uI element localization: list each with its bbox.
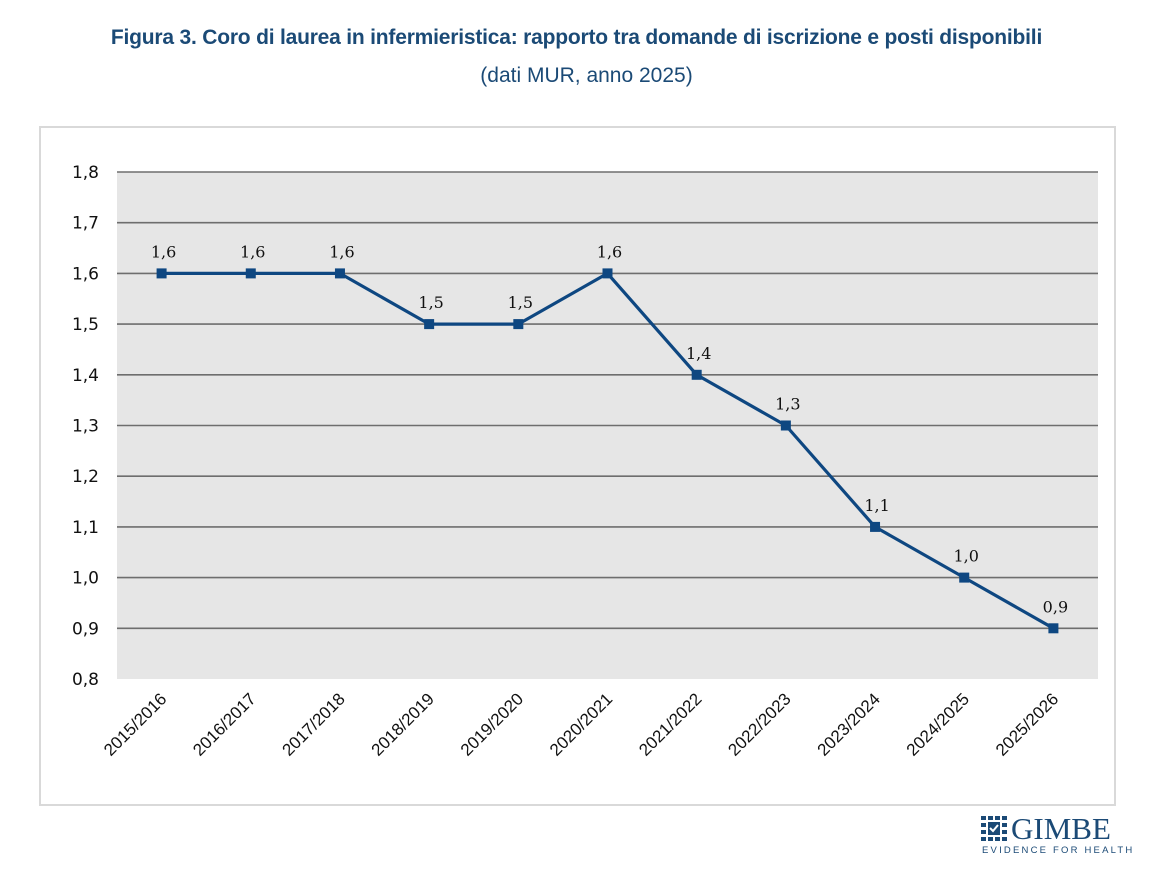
chart-subtitle: (dati MUR, anno 2025)	[480, 64, 693, 87]
x-tick-label: 2024/2025	[903, 689, 973, 759]
data-point-marker	[780, 420, 791, 431]
data-label: 1,5	[418, 293, 443, 312]
series-line	[156, 268, 1059, 634]
y-tick-label: 1,5	[72, 315, 99, 335]
data-point-marker	[959, 572, 970, 583]
data-point-marker	[870, 521, 881, 532]
data-point-marker	[602, 268, 613, 279]
x-tick-label: 2015/2016	[100, 689, 170, 759]
x-tick-label: 2022/2023	[724, 689, 794, 759]
data-label: 1,6	[329, 242, 354, 261]
x-tick-label: 2017/2018	[279, 689, 349, 759]
y-tick-label: 1,7	[72, 214, 99, 234]
data-point-marker	[334, 268, 345, 279]
x-tick-label: 2020/2021	[546, 689, 616, 759]
data-point-marker	[1048, 623, 1059, 634]
x-tick-label: 2016/2017	[189, 689, 259, 759]
x-axis: 2015/2016 2016/2017 2017/2018 2018/2019 2019…	[100, 689, 1062, 759]
y-tick-label: 0,8	[72, 670, 99, 690]
gridlines	[117, 171, 1098, 630]
data-label: 0,9	[1043, 597, 1068, 616]
data-point-marker	[513, 319, 524, 330]
x-tick-label: 2018/2019	[368, 689, 438, 759]
data-label: 1,5	[508, 293, 533, 312]
data-point-marker	[156, 268, 167, 279]
y-axis: 0,8 0,9 1,0 1,1 1,2 1,3 1,4 1,5 1,6 1,7 1,8	[72, 163, 99, 690]
data-label: 1,6	[597, 242, 622, 261]
logo-tagline: EVIDENCE FOR HEALTH	[982, 845, 1135, 856]
y-tick-label: 1,1	[72, 518, 99, 538]
grid-checkmark-icon	[981, 816, 1007, 841]
data-point-marker	[245, 268, 256, 279]
y-tick-label: 1,3	[72, 417, 99, 437]
x-tick-label: 2021/2022	[635, 689, 705, 759]
gimbe-logo: GIMBE EVIDENCE FOR HEALTH	[981, 811, 1132, 859]
y-tick-label: 1,4	[72, 366, 99, 386]
data-label: 1,6	[151, 242, 176, 261]
data-labels: 1,6 1,6 1,6 1,5 1,5 1,6 1,4 1,3 1,1 1,0 0,9	[151, 242, 1068, 616]
data-label: 1,3	[775, 395, 800, 414]
x-tick-label: 2023/2024	[814, 689, 884, 759]
data-label: 1,4	[686, 344, 711, 363]
x-tick-label: 2025/2026	[992, 689, 1062, 759]
y-tick-label: 1,6	[72, 264, 99, 284]
chart-frame	[39, 126, 1116, 806]
data-label: 1,0	[954, 547, 979, 566]
y-tick-label: 0,9	[72, 619, 99, 639]
y-tick-label: 1,0	[72, 569, 99, 589]
y-tick-label: 1,2	[72, 467, 99, 487]
chart-title: Figura 3. Coro di laurea in infermierist…	[110, 26, 1043, 49]
data-point-marker	[691, 369, 702, 380]
data-label: 1,6	[240, 242, 265, 261]
logo-name: GIMBE	[1011, 811, 1111, 846]
y-tick-label: 1,8	[72, 163, 99, 183]
data-point-marker	[424, 319, 435, 330]
data-label: 1,1	[864, 496, 889, 515]
x-tick-label: 2019/2020	[457, 689, 527, 759]
